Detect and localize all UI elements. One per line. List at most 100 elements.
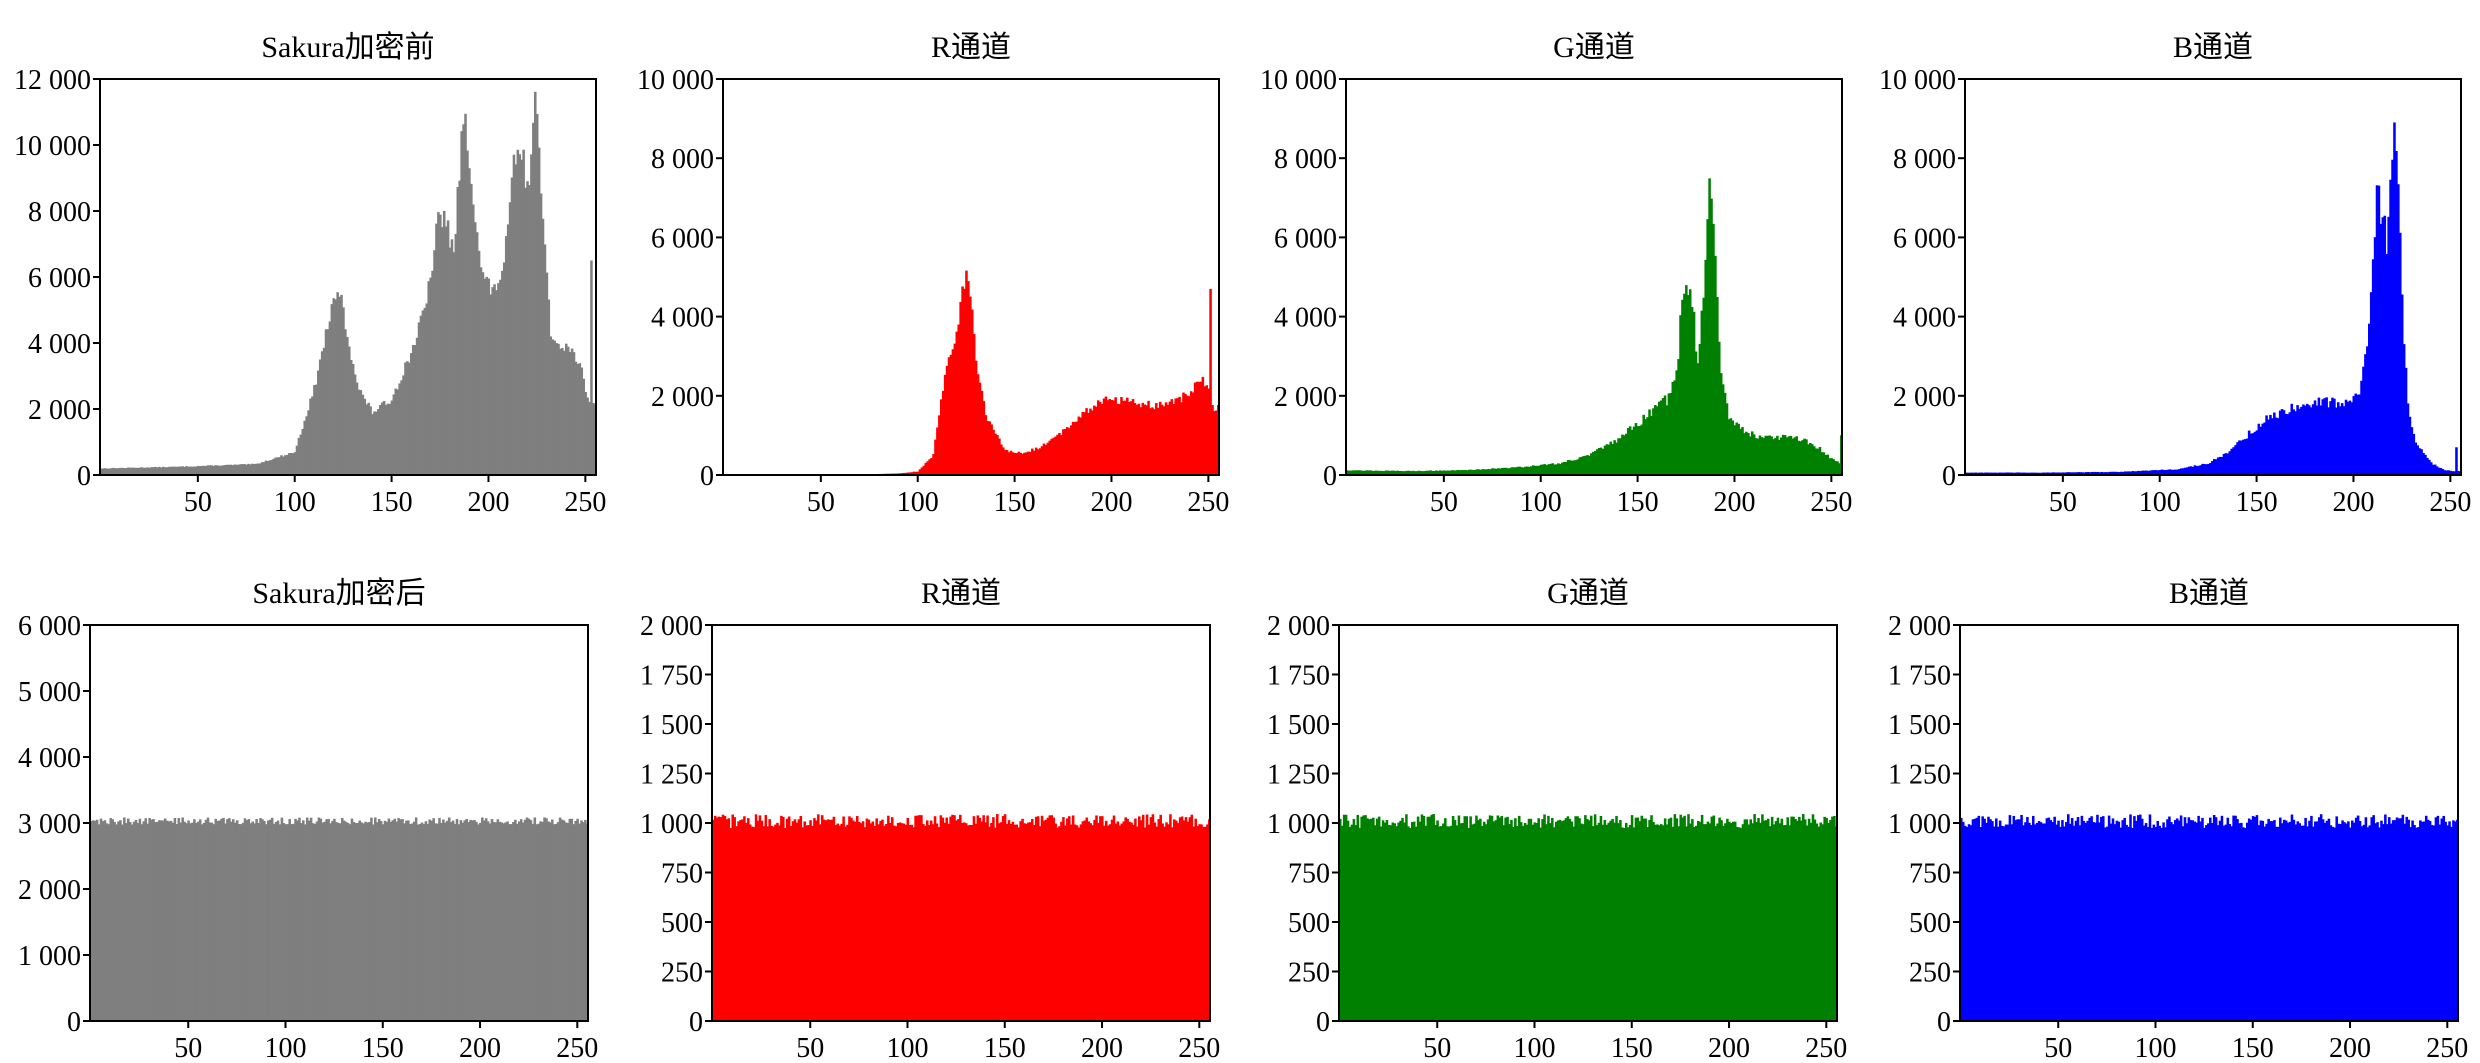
- histogram-bar: [2306, 403, 2309, 475]
- histogram-bar: [2172, 469, 2175, 475]
- histogram-bar: [982, 401, 986, 475]
- histogram-bar: [555, 343, 558, 475]
- histogram-bar: [2110, 471, 2113, 475]
- histogram-bar: [171, 466, 175, 475]
- histogram-bar: [2009, 472, 2013, 475]
- histogram-bar: [1541, 464, 1545, 475]
- histogram-bar: [968, 824, 972, 1021]
- histogram-bar: [374, 817, 377, 1021]
- x-tick-label-200: 200: [1081, 1033, 1123, 1063]
- histogram-bar: [387, 818, 391, 1021]
- histogram-bar: [1158, 401, 1162, 475]
- histogram-bars: [1960, 814, 2459, 1021]
- histogram-bar: [2422, 821, 2426, 1021]
- histogram-bar: [1110, 819, 1114, 1021]
- histogram-bar: [1617, 823, 1620, 1021]
- histogram-bar: [1116, 403, 1119, 475]
- histogram-bar: [1833, 815, 1836, 1021]
- histogram-bar: [1065, 427, 1069, 475]
- histogram-bar: [2214, 817, 2218, 1021]
- histogram-bar: [1464, 469, 1467, 475]
- histogram-bar: [1811, 814, 1815, 1021]
- histogram-bar: [1586, 819, 1589, 1021]
- histogram-bar: [1427, 470, 1430, 475]
- histogram-bar: [435, 223, 438, 475]
- histogram-bar: [1087, 821, 1090, 1021]
- histogram-bar: [2304, 817, 2307, 1021]
- histogram-bar: [2203, 464, 2206, 475]
- histogram-bar: [444, 822, 447, 1021]
- histogram-bar: [846, 824, 849, 1021]
- chart-title: G通道: [1553, 31, 1635, 64]
- histogram-bar: [439, 214, 442, 475]
- histogram-bar: [2050, 472, 2053, 475]
- histogram-bar: [1422, 816, 1426, 1021]
- histogram-bar: [1420, 814, 1424, 1021]
- histogram-bar: [2183, 817, 2187, 1021]
- histogram-bar: [100, 468, 103, 475]
- histogram-bar: [1062, 429, 1065, 475]
- histogram-bar: [1129, 401, 1133, 475]
- histogram-bar: [2405, 816, 2409, 1021]
- histogram-bar: [1683, 815, 1686, 1021]
- histogram-bar: [2120, 471, 2123, 475]
- histogram-bar: [865, 818, 869, 1021]
- histogram-bar: [2251, 433, 2255, 475]
- histogram-bar: [1723, 392, 1727, 475]
- histogram-bar: [1726, 818, 1729, 1021]
- histogram-bar: [1632, 426, 1636, 475]
- histogram-bar: [959, 814, 962, 1021]
- histogram-bar: [1752, 434, 1756, 475]
- histogram-bar: [1646, 827, 1649, 1021]
- histogram-bar: [1189, 391, 1193, 475]
- histogram-bar: [377, 409, 380, 475]
- histogram-bar: [2147, 470, 2150, 475]
- histogram-bar: [980, 390, 984, 475]
- histogram-bar: [2150, 828, 2154, 1021]
- histogram-bar: [947, 823, 950, 1021]
- histogram-bar: [1976, 472, 1980, 475]
- histogram-bar: [1366, 818, 1369, 1021]
- histogram-bar: [1508, 468, 1512, 475]
- histogram-bar: [1973, 818, 1977, 1021]
- histogram-bar: [2187, 466, 2191, 475]
- histogram-bar: [1780, 437, 1783, 475]
- histogram-bar: [1399, 820, 1402, 1021]
- histogram-bar: [898, 822, 902, 1021]
- histogram-bar: [2276, 418, 2280, 475]
- histogram-bar: [1665, 824, 1669, 1021]
- histogram-bar: [2090, 816, 2093, 1021]
- histogram-bar: [854, 821, 857, 1021]
- histogram-bar: [336, 292, 339, 475]
- histogram-bar: [214, 465, 217, 475]
- histogram-bar: [2131, 471, 2135, 475]
- histogram-bar: [561, 347, 564, 475]
- histogram-bar: [1346, 470, 1349, 475]
- histogram-bar: [1970, 472, 1974, 475]
- histogram-bar: [2321, 819, 2325, 1021]
- histogram-bar: [272, 458, 275, 475]
- histogram-bar: [1050, 815, 1054, 1021]
- histogram-bar: [2189, 466, 2193, 475]
- histogram-bar: [2213, 459, 2216, 475]
- y-tick-label-0: 0: [1316, 1007, 1330, 1038]
- histogram-bar: [508, 202, 512, 475]
- histogram-bar: [397, 818, 400, 1021]
- histogram-bar: [842, 816, 845, 1021]
- x-tick-label-250: 250: [1805, 1033, 1847, 1063]
- histogram-bar: [481, 817, 484, 1021]
- histogram-bar: [2302, 825, 2305, 1021]
- y-tick-label-1-000: 1 000: [640, 809, 703, 840]
- histogram-bar: [2114, 471, 2117, 475]
- histogram-bar: [2160, 827, 2163, 1021]
- histogram-bar: [815, 820, 818, 1021]
- histogram-bar: [2438, 824, 2442, 1021]
- histogram-bar: [2424, 815, 2428, 1021]
- histogram-bar: [910, 472, 914, 475]
- histogram-bars: [1965, 122, 2462, 476]
- histogram-bar: [309, 817, 313, 1021]
- histogram-bar: [1470, 469, 1473, 475]
- histogram-bar: [1788, 825, 1791, 1021]
- histogram-bar: [2137, 470, 2140, 475]
- histogram-bar: [1826, 454, 1830, 475]
